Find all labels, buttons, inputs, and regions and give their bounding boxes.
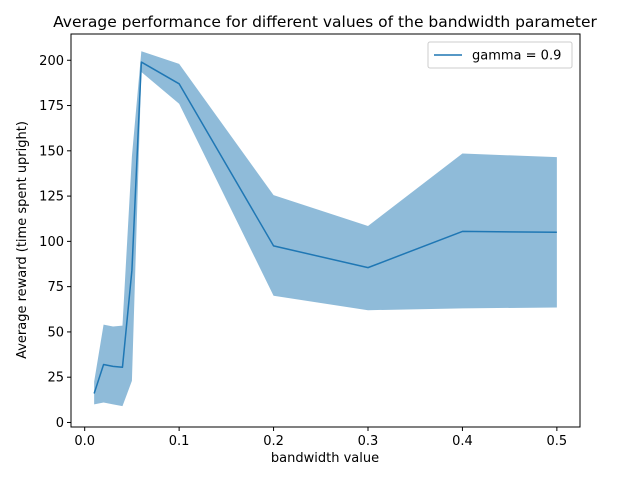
y-tick-label: 25: [47, 371, 64, 386]
y-tick-label: 125: [39, 190, 64, 205]
axes: [70, 33, 581, 428]
x-tick-label: 0.1: [169, 434, 190, 449]
y-axis-ticks: 0 25 50 75 100 125 150 175 200: [39, 54, 71, 431]
y-tick-label: 175: [39, 99, 64, 114]
y-tick-label: 100: [39, 235, 64, 250]
y-tick-label: 50: [47, 325, 64, 340]
legend-entry-label: gamma = 0.9: [472, 49, 561, 64]
plot-frame: [70, 33, 581, 428]
x-tick-label: 0.3: [358, 434, 379, 449]
series-line: [93, 61, 557, 394]
confidence-band: [94, 51, 557, 407]
x-tick-label: 0.0: [74, 434, 95, 449]
y-tick-label: 0: [56, 416, 64, 431]
y-axis-label: Average reward (time spent upright): [15, 121, 30, 359]
y-tick-label: 200: [39, 54, 64, 69]
legend-box: [427, 41, 573, 69]
legend: gamma = 0.9: [427, 41, 573, 69]
y-tick-label: 75: [47, 280, 64, 295]
x-tick-label: 0.2: [263, 434, 284, 449]
series-line-layer: [93, 61, 557, 394]
y-tick-label: 150: [39, 144, 64, 159]
x-axis-ticks: 0.0 0.1 0.2 0.3 0.4 0.5: [74, 427, 567, 449]
confidence-band-layer: [94, 51, 557, 407]
x-axis-label: bandwidth value: [271, 451, 379, 466]
x-tick-label: 0.4: [452, 434, 473, 449]
chart-title: Average performance for different values…: [53, 13, 597, 31]
x-tick-label: 0.5: [547, 434, 568, 449]
